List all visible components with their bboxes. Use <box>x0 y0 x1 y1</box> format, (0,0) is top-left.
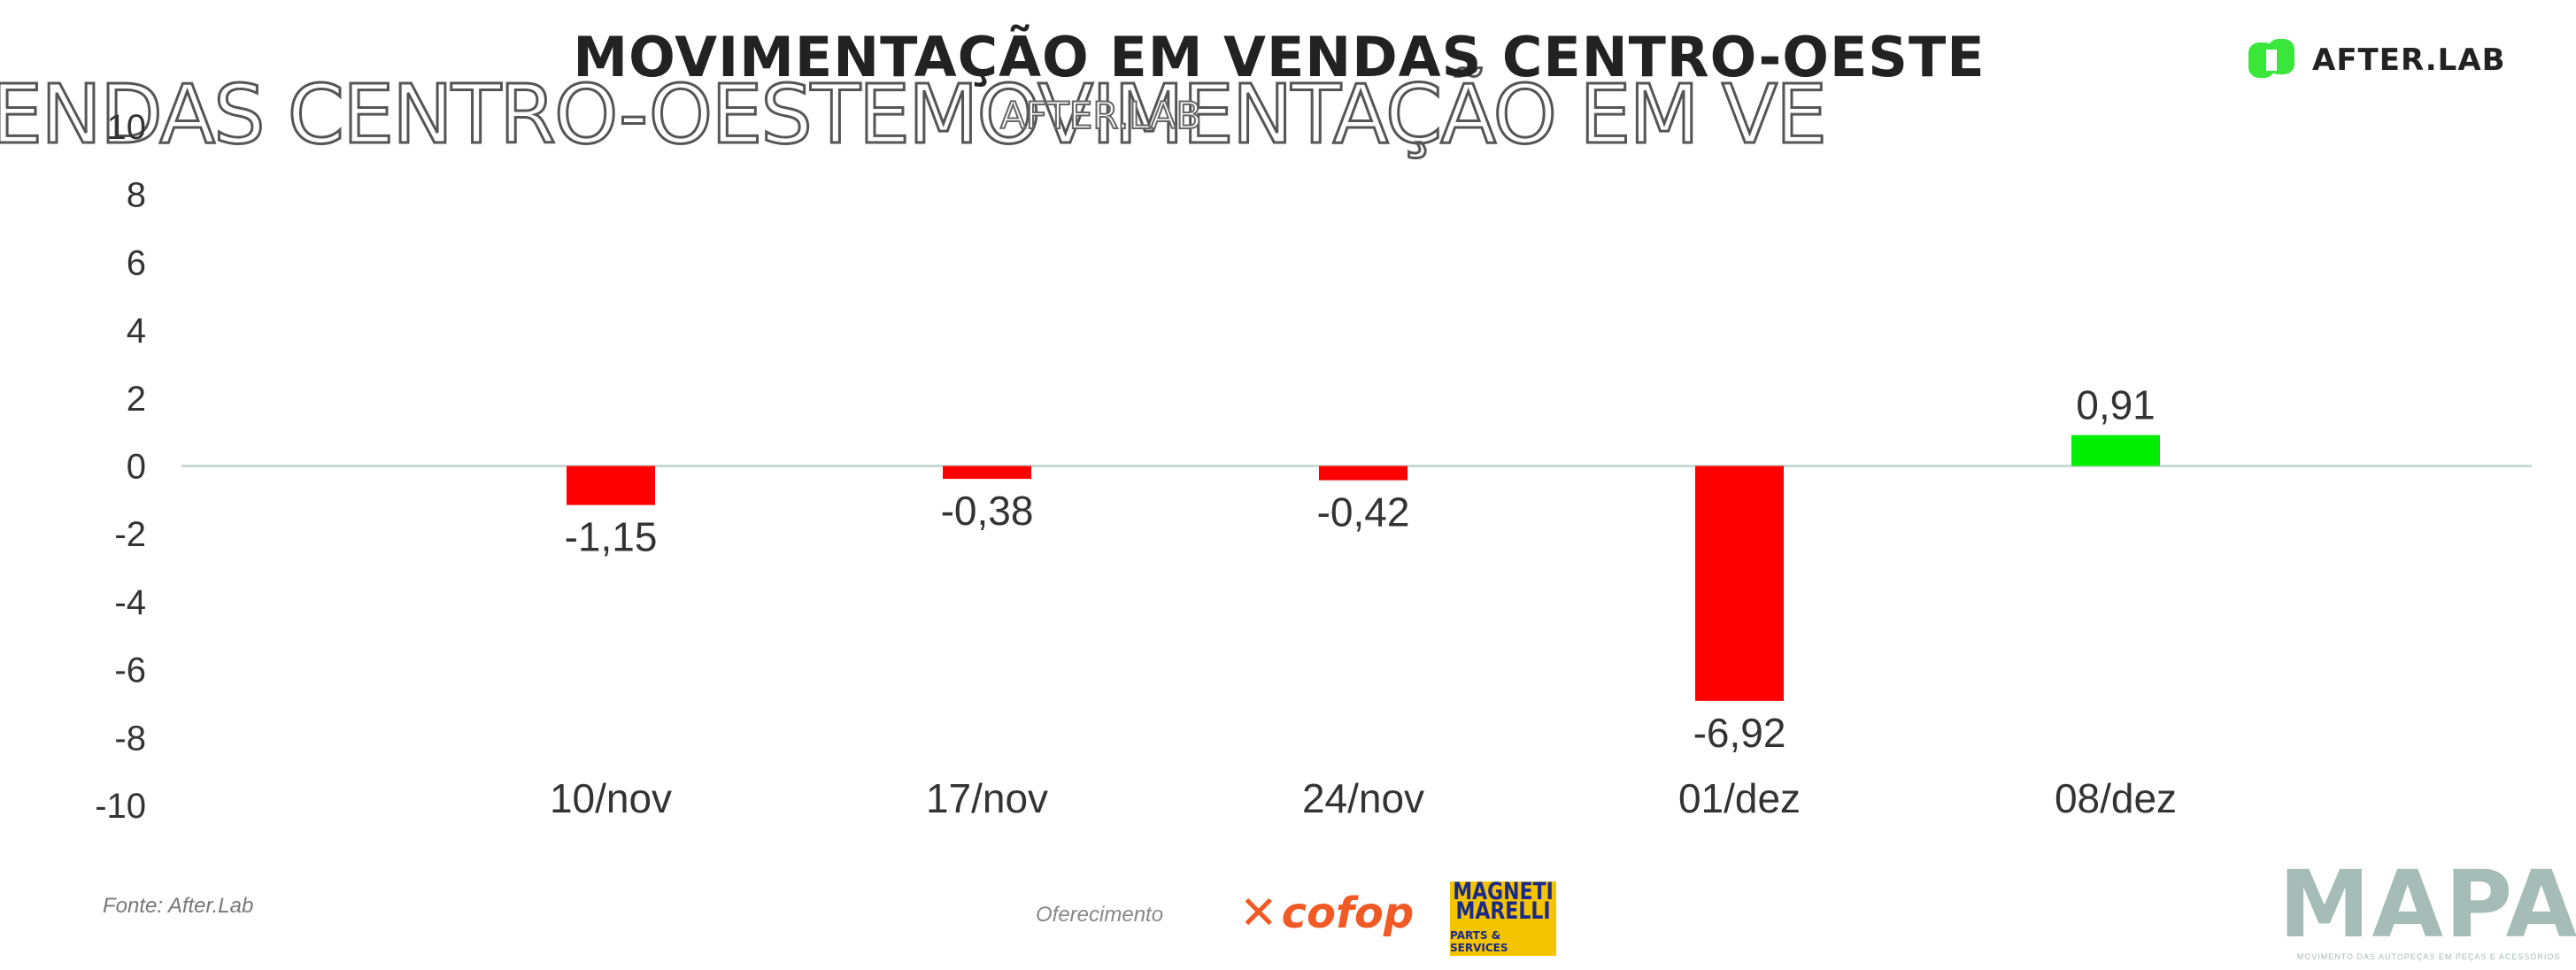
bar-17-nov <box>943 466 1031 480</box>
mapa-logo-text: MAPA <box>2279 851 2576 958</box>
source-note: Fonte: After.Lab <box>103 894 254 918</box>
y-tick-label: 6 <box>127 243 146 282</box>
bar-chart: 10 8 6 4 2 0 -2 -4 -6 -8 -10 -1,15 10/nov -0,38 17/nov… <box>95 108 2532 826</box>
bar-value-label: 0,91 <box>2076 382 2156 428</box>
y-tick-label: -10 <box>95 787 146 826</box>
bar-10-nov <box>567 466 655 505</box>
x-category-label: 10/nov <box>550 775 672 821</box>
magneti-logo-line3: PARTS & SERVICES <box>1450 929 1508 954</box>
bar-value-label: -0,42 <box>1317 489 1410 535</box>
bar-01-dez <box>1695 466 1784 701</box>
y-tick-label: 10 <box>107 108 147 147</box>
magneti-logo-line1: MAGNETI <box>1453 879 1554 906</box>
bar-08-dez <box>2071 435 2160 466</box>
y-tick-label: -8 <box>114 719 146 758</box>
y-tick-label: -4 <box>114 583 146 622</box>
sponsor-label: Oferecimento <box>1036 903 1164 927</box>
ghost-logo-overlay: AFTER.LAB <box>999 93 1202 138</box>
y-tick-label: 4 <box>127 312 146 350</box>
chart-title-text: MOVIMENTAÇÃO EM VENDAS CENTRO-OESTE <box>573 25 1986 89</box>
afterlab-logo-text: AFTER.LAB <box>2312 42 2506 78</box>
bar-24-nov <box>1319 466 1408 481</box>
magneti-logo-line2: MARELLI <box>1455 898 1551 926</box>
cofop-logo: ✕ cofop <box>1239 887 1414 940</box>
bar-value-label: -6,92 <box>1693 710 1786 756</box>
mapa-tagline: MOVIMENTO DAS AUTOPEÇAS EM PEÇAS E ACESS… <box>2296 952 2561 961</box>
ghost-title-overlay: ENDAS CENTRO-OESTEMOVIMENTAÇÃO EM VE <box>0 66 1829 164</box>
afterlab-logo: AFTER.LAB <box>2247 34 2506 87</box>
afterlab-logo-icon <box>2247 35 2296 85</box>
cofop-logo-text: cofop <box>1281 889 1415 938</box>
bar-value-label: -0,38 <box>941 488 1034 534</box>
cofop-logo-icon: ✕ <box>1239 887 1278 940</box>
magneti-marelli-logo: MAGNETI MARELLI PARTS & SERVICES <box>1450 881 1556 956</box>
y-tick-label: 8 <box>127 176 146 215</box>
mapa-logo: MAPA MOVIMENTO DAS AUTOPEÇAS EM PEÇAS E … <box>2279 858 2576 961</box>
x-category-label: 08/dez <box>2055 775 2177 821</box>
y-tick-label: 0 <box>127 448 146 487</box>
y-tick-label: -2 <box>114 515 146 554</box>
x-category-label: 17/nov <box>926 775 1048 821</box>
chart-title: MOVIMENTAÇÃO EM VENDAS CENTRO-OESTE <box>0 25 2576 89</box>
bar-value-label: -1,15 <box>565 514 658 560</box>
y-tick-label: 2 <box>127 380 146 419</box>
x-category-label: 01/dez <box>1678 775 1801 821</box>
x-category-label: 24/nov <box>1302 775 1424 821</box>
y-tick-label: -6 <box>114 651 146 690</box>
